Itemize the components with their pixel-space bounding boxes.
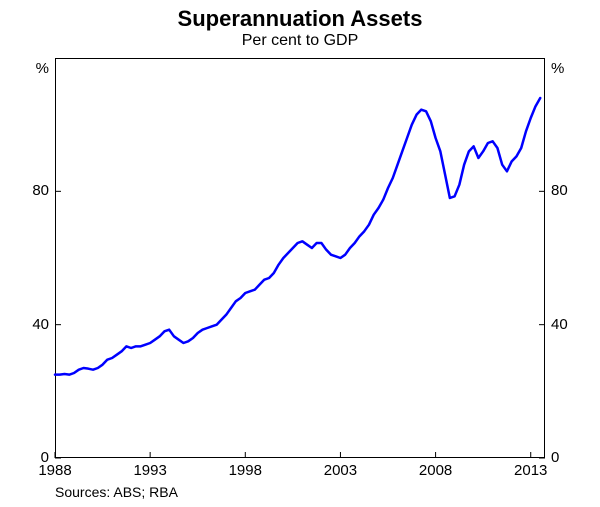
y-unit-left: % — [36, 60, 49, 77]
x-tick-label: 2008 — [419, 462, 452, 479]
plot-svg — [0, 0, 600, 507]
y-tick-right: 40 — [551, 316, 568, 333]
x-tick-label: 1993 — [133, 462, 166, 479]
sources-label: Sources: ABS; RBA — [55, 484, 178, 500]
y-tick-right: 0 — [551, 449, 559, 466]
y-unit-right: % — [551, 60, 564, 77]
series-line — [55, 98, 540, 375]
x-tick-label: 2003 — [324, 462, 357, 479]
x-tick-label: 1998 — [229, 462, 262, 479]
y-tick-right: 80 — [551, 182, 568, 199]
y-tick-left: 0 — [41, 449, 49, 466]
y-tick-left: 40 — [32, 316, 49, 333]
x-tick-label: 2013 — [514, 462, 547, 479]
chart-container: Superannuation Assets Per cent to GDP % … — [0, 0, 600, 507]
y-tick-left: 80 — [32, 182, 49, 199]
